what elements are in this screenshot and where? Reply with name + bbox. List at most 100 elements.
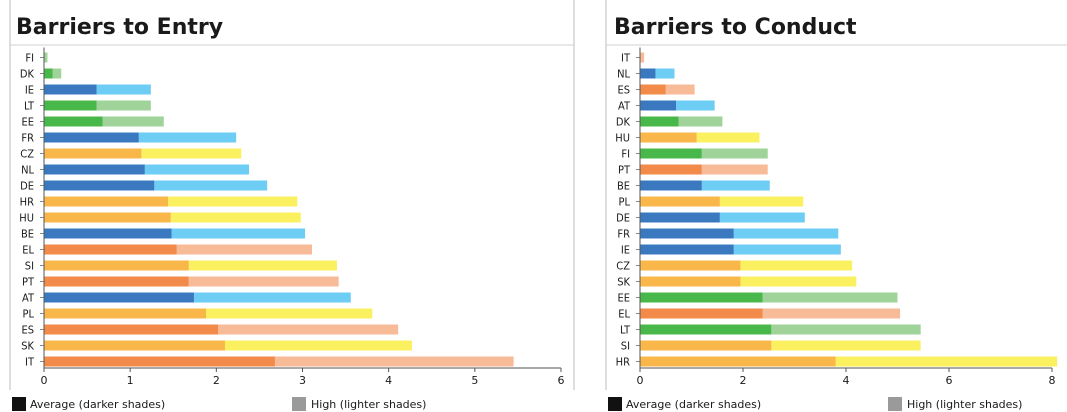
category-label: IE xyxy=(621,244,630,257)
bar-average xyxy=(640,180,702,191)
bar-high xyxy=(144,164,250,175)
legend-swatch-high xyxy=(292,397,306,411)
bar-average xyxy=(44,116,103,127)
bar-average xyxy=(44,324,219,335)
bar-average xyxy=(44,212,171,223)
bar-high xyxy=(733,244,841,255)
category-label: EE xyxy=(617,292,630,305)
chart-title: Barriers to Conduct xyxy=(614,15,857,40)
bar-high xyxy=(740,260,853,271)
bar-high xyxy=(701,148,768,159)
panel-barriers-to-conduct: Barriers to Conduct IT NL ES AT DK HU FI PT BE PL… xyxy=(605,0,1067,390)
bar-average xyxy=(640,196,720,207)
category-label: EL xyxy=(22,244,34,257)
category-label: AT xyxy=(22,292,35,305)
bar-high xyxy=(176,244,312,255)
category-label: IT xyxy=(25,356,35,369)
bar-average xyxy=(44,244,177,255)
bar-high xyxy=(193,292,351,303)
x-tick-label: 4 xyxy=(843,374,850,387)
bar-average xyxy=(44,308,206,319)
x-tick-label: 3 xyxy=(299,374,306,387)
category-label: ES xyxy=(21,324,34,337)
bar-average xyxy=(44,228,172,239)
bar-average xyxy=(640,100,677,111)
category-label: ES xyxy=(617,84,630,97)
bar-high xyxy=(701,164,768,175)
category-label: EL xyxy=(618,308,630,321)
bar-high xyxy=(224,340,412,351)
category-label: SK xyxy=(21,340,34,353)
bar-high xyxy=(205,308,373,319)
category-label: DK xyxy=(616,116,631,129)
bar-high xyxy=(696,132,760,143)
bar-average xyxy=(44,276,189,287)
bar-average xyxy=(640,340,772,351)
category-label: DE xyxy=(616,212,630,225)
category-label: NL xyxy=(617,68,630,81)
category-label: PT xyxy=(618,164,631,177)
x-tick-label: 6 xyxy=(946,374,953,387)
legend-label-average: Average (darker shades) xyxy=(30,398,165,411)
bar-average xyxy=(640,116,679,127)
category-label: PL xyxy=(619,196,631,209)
category-label: EE xyxy=(21,116,34,129)
bar-high xyxy=(771,324,921,335)
bar-high xyxy=(52,68,62,79)
bar-average xyxy=(640,68,656,79)
bar-high xyxy=(188,260,337,271)
bar-average xyxy=(44,260,189,271)
bar-high xyxy=(96,100,151,111)
category-label: SK xyxy=(617,276,630,289)
bar-high xyxy=(44,52,48,63)
bar-high xyxy=(168,196,298,207)
legend-label-high: High (lighter shades) xyxy=(311,398,426,411)
bar-average xyxy=(44,340,225,351)
bar-high xyxy=(740,276,857,287)
x-tick-label: 2 xyxy=(213,374,220,387)
x-tick-label: 0 xyxy=(637,374,644,387)
bar-average xyxy=(44,164,145,175)
legend-left: Average (darker shades) High (lighter sh… xyxy=(12,397,426,411)
x-tick-label: 4 xyxy=(385,374,392,387)
x-tick-label: 2 xyxy=(740,374,747,387)
bar-average xyxy=(640,212,720,223)
bar-average xyxy=(44,84,97,95)
category-label: DK xyxy=(20,68,35,81)
bar-high xyxy=(141,148,242,159)
category-label: IT xyxy=(621,52,631,65)
bar-average xyxy=(44,356,275,367)
bar-average xyxy=(640,356,836,367)
legend-swatch-high xyxy=(888,397,902,411)
category-label: HR xyxy=(20,196,34,209)
x-tick-label: 0 xyxy=(41,374,48,387)
bar-high xyxy=(733,228,839,239)
bar-high xyxy=(762,308,901,319)
bar-high xyxy=(655,68,675,79)
x-tick-label: 5 xyxy=(471,374,478,387)
bar-average xyxy=(640,228,734,239)
bar-average xyxy=(640,276,741,287)
category-label: AT xyxy=(618,100,631,113)
category-label: SI xyxy=(25,260,34,273)
bar-average xyxy=(44,148,142,159)
bar-average xyxy=(44,180,155,191)
bar-high xyxy=(188,276,339,287)
category-label: FR xyxy=(617,228,630,241)
bar-high xyxy=(138,132,237,143)
bar-high xyxy=(719,212,805,223)
category-label: NL xyxy=(21,164,34,177)
legend-label-average: Average (darker shades) xyxy=(626,398,761,411)
category-label: HU xyxy=(615,132,630,145)
category-label: FR xyxy=(21,132,34,145)
bar-high xyxy=(218,324,399,335)
category-label: PL xyxy=(23,308,35,321)
legend-right: Average (darker shades) High (lighter sh… xyxy=(608,397,1022,411)
x-tick-label: 1 xyxy=(127,374,134,387)
plot-area: FI DK IE LT EE FR CZ NL DE HR HU BE EL SI PT AT PL ES SK IT… xyxy=(19,47,565,387)
bar-high xyxy=(96,84,151,95)
bar-average xyxy=(640,244,734,255)
bar-average xyxy=(44,68,53,79)
bar-average xyxy=(640,148,702,159)
bar-high xyxy=(102,116,164,127)
